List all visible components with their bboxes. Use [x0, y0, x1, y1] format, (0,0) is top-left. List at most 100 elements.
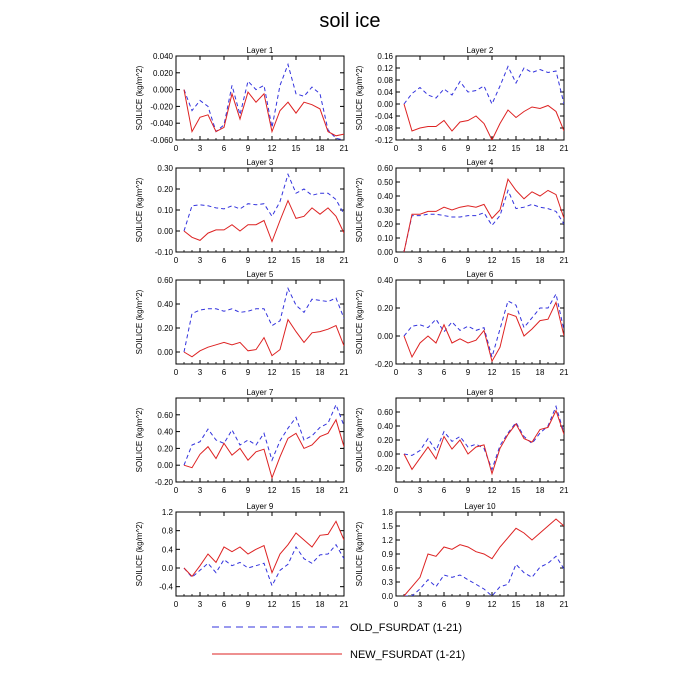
- x-tick-label: 15: [292, 144, 301, 153]
- x-tick-label: 18: [536, 486, 545, 495]
- x-tick-label: 9: [246, 486, 251, 495]
- y-tick-label: 0.50: [377, 178, 393, 187]
- x-tick-label: 21: [560, 600, 569, 609]
- x-tick-label: 3: [418, 600, 423, 609]
- y-tick-label: -0.040: [150, 119, 173, 128]
- y-tick-label: 0.40: [377, 192, 393, 201]
- panel-title: Layer 2: [467, 46, 494, 55]
- y-tick-label: 0.3: [382, 578, 394, 587]
- plot-frame: [175, 55, 345, 141]
- series-new-fsurdat-line: [403, 103, 564, 140]
- x-tick-label: 3: [198, 256, 203, 265]
- y-tick-label: 0.30: [377, 206, 393, 215]
- x-tick-label: 21: [560, 368, 569, 377]
- y-tick-label: 1.2: [382, 536, 394, 545]
- plot-frame: [175, 397, 345, 483]
- x-tick-label: 6: [222, 144, 227, 153]
- panel-title: Layer 5: [247, 270, 274, 279]
- plot-frame: [395, 511, 565, 597]
- x-tick-label: 9: [466, 600, 471, 609]
- y-tick-label: 0.8: [162, 527, 174, 536]
- x-tick-label: 18: [536, 144, 545, 153]
- y-tick-label: 0.00: [377, 100, 393, 109]
- x-tick-label: 3: [418, 144, 423, 153]
- x-tick-label: 21: [560, 256, 569, 265]
- panel-layer-5: Layer 5 0 3 6 9 12 15 18 21 0.00 0.20 0.40 0.60 SOILI…: [135, 270, 349, 377]
- x-tick-label: 12: [268, 256, 277, 265]
- legend-label-new: NEW_FSURDAT (1-21): [350, 649, 465, 661]
- x-tick-label: 9: [246, 368, 251, 377]
- y-axis-label: SOILICE (kg/m^2): [135, 521, 144, 586]
- series-new-fsurdat-line: [183, 199, 344, 243]
- series-new-fsurdat-line: [183, 318, 344, 358]
- y-tick-label: 0.20: [157, 324, 173, 333]
- y-tick-label: 1.8: [382, 508, 394, 517]
- x-tick-label: 9: [246, 144, 251, 153]
- series-old-fsurdat-line: [403, 65, 564, 106]
- x-tick-label: 12: [268, 486, 277, 495]
- x-tick-label: 12: [268, 600, 277, 609]
- y-tick-label: 0.40: [157, 300, 173, 309]
- y-axis-label: SOILICE (kg/m^2): [355, 65, 364, 130]
- y-tick-label: 0.16: [377, 52, 393, 61]
- panel-title: Layer 8: [467, 388, 494, 397]
- y-axis-label: SOILICE (kg/m^2): [355, 521, 364, 586]
- y-tick-label: 0.00: [377, 248, 393, 257]
- figure-title: soil ice: [319, 10, 380, 32]
- panel-layer-7: Layer 7 0 3 6 9 12 15 18 21 -0.20 0.00 0.20 0.40 0.60…: [135, 388, 349, 495]
- panel-title: Layer 10: [464, 502, 496, 511]
- x-tick-label: 15: [512, 144, 521, 153]
- series-old-fsurdat-line: [403, 292, 564, 359]
- series-old-fsurdat-line: [403, 404, 564, 471]
- y-tick-label: 0.9: [382, 550, 394, 559]
- panel-layer-1: Layer 1 0 3 6 9 12 15 18 21 -0.060 -0.040 -0.020 0.0…: [135, 46, 349, 153]
- y-tick-label: 0.6: [382, 564, 394, 573]
- legend: OLD_FSURDAT (1-21) NEW_FSURDAT (1-21): [212, 622, 465, 661]
- x-tick-label: 0: [174, 486, 179, 495]
- plot-frame: [175, 279, 345, 365]
- y-tick-label: 0.10: [377, 234, 393, 243]
- x-tick-label: 12: [268, 144, 277, 153]
- y-tick-label: -0.08: [375, 124, 394, 133]
- y-tick-label: 0.30: [157, 164, 173, 173]
- series-old-fsurdat-line: [183, 403, 344, 466]
- x-tick-label: 12: [488, 368, 497, 377]
- y-tick-label: 0.40: [377, 422, 393, 431]
- y-tick-label: -0.20: [375, 360, 394, 369]
- y-tick-label: 0.60: [157, 411, 173, 420]
- y-tick-label: 0.04: [377, 88, 393, 97]
- x-tick-label: 3: [418, 368, 423, 377]
- y-tick-label: -0.060: [150, 136, 173, 145]
- x-tick-label: 21: [340, 486, 349, 495]
- y-tick-label: 1.2: [162, 508, 174, 517]
- panel-layer-2: Layer 2 0 3 6 9 12 15 18 21 -0.12 -0.08 -0.04 0.00 0.…: [355, 46, 569, 153]
- x-tick-label: 6: [222, 600, 227, 609]
- x-tick-label: 6: [442, 144, 447, 153]
- x-tick-label: 3: [198, 144, 203, 153]
- panel-layer-3: Layer 3 0 3 6 9 12 15 18 21 -0.10 0.00 0.10 0.20 0.30…: [135, 158, 349, 265]
- panel-layer-8: Layer 8 0 3 6 9 12 15 18 21 -0.20 0.00 0.20 0.40 0.60…: [355, 388, 569, 495]
- y-axis-label: SOILICE (kg/m^2): [355, 177, 364, 242]
- x-tick-label: 3: [418, 256, 423, 265]
- x-tick-label: 9: [466, 486, 471, 495]
- panel-title: Layer 4: [467, 158, 494, 167]
- x-tick-label: 21: [560, 486, 569, 495]
- y-tick-label: 0.00: [377, 332, 393, 341]
- plot-frame: [175, 511, 345, 597]
- y-axis-label: SOILICE (kg/m^2): [355, 289, 364, 354]
- x-tick-label: 6: [442, 256, 447, 265]
- x-tick-label: 15: [512, 256, 521, 265]
- x-tick-label: 15: [292, 486, 301, 495]
- x-tick-label: 21: [340, 144, 349, 153]
- y-tick-label: 0.40: [377, 276, 393, 285]
- y-tick-label: 0.0: [162, 564, 174, 573]
- y-axis-label: SOILICE (kg/m^2): [135, 407, 144, 472]
- y-tick-label: 0.020: [153, 69, 174, 78]
- x-tick-label: 21: [340, 368, 349, 377]
- x-tick-label: 0: [394, 600, 399, 609]
- panels-grid: Layer 10 3 6 9 12 15 18 21-0.060-0.040-0.0200.0…: [135, 46, 569, 609]
- x-tick-label: 9: [246, 256, 251, 265]
- series-old-fsurdat-line: [183, 172, 344, 232]
- x-tick-label: 15: [292, 256, 301, 265]
- y-tick-label: 0.00: [157, 348, 173, 357]
